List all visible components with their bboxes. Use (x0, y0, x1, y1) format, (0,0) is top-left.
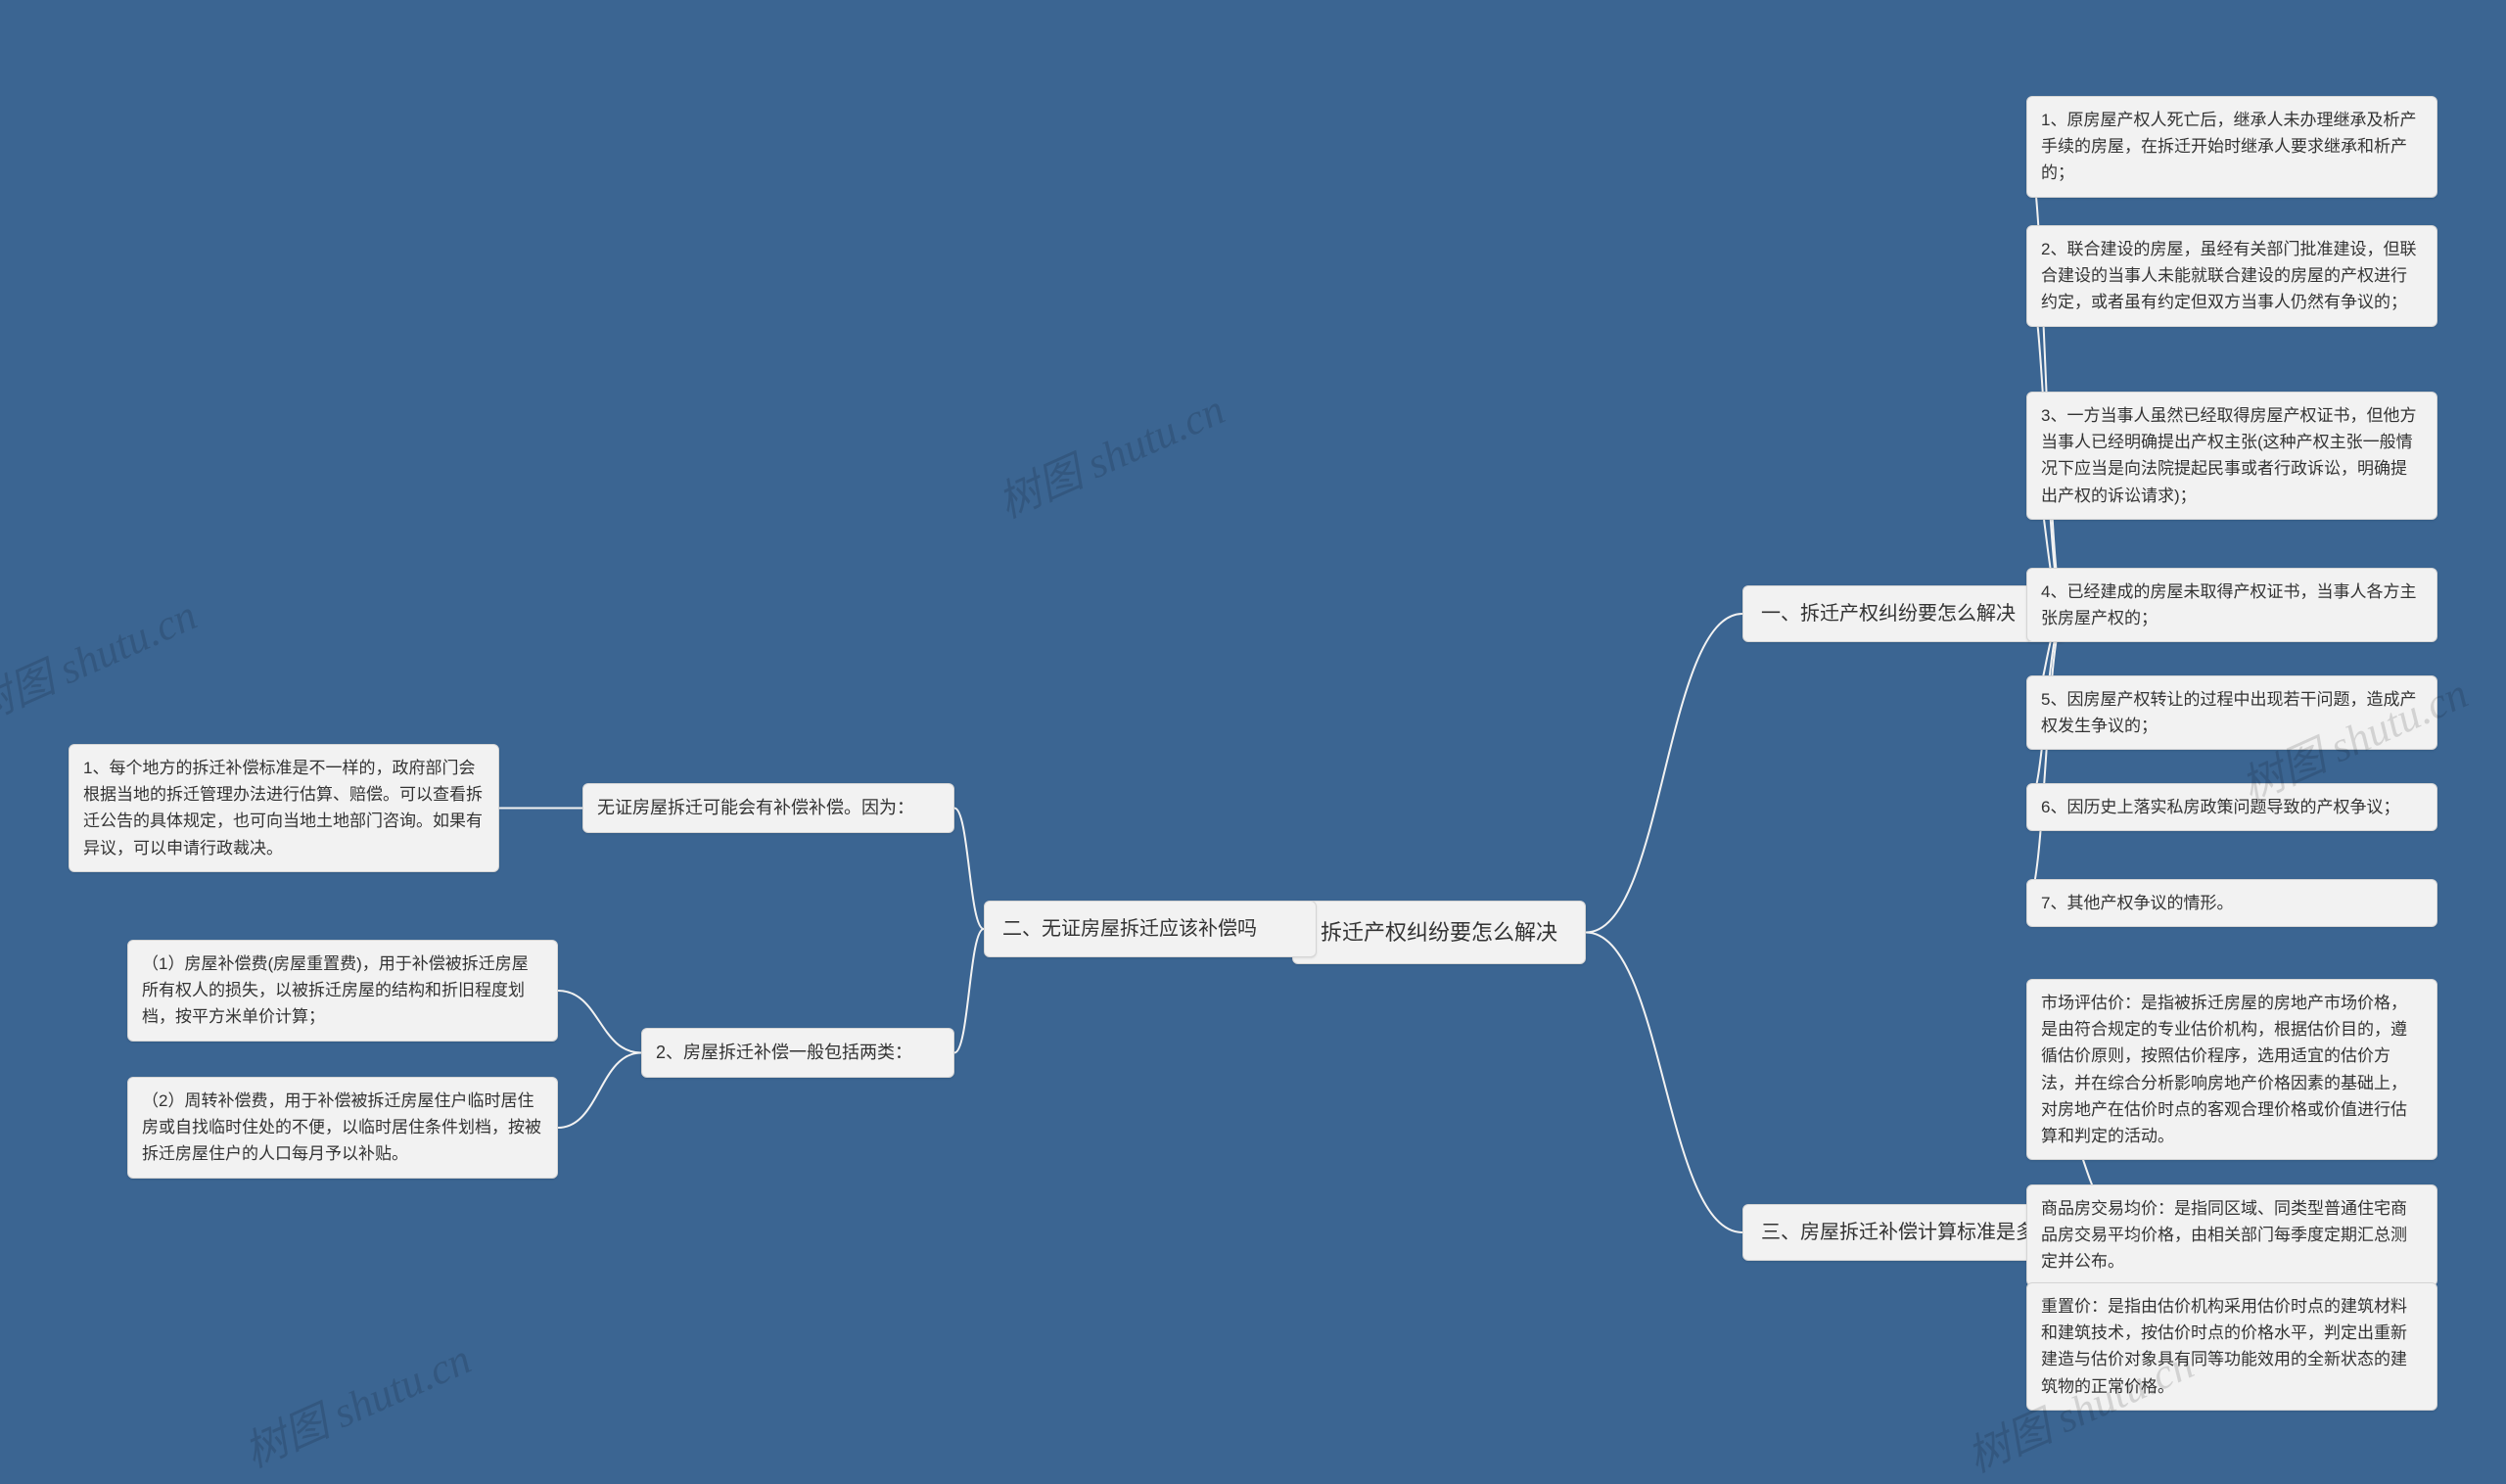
branch1-leaf-1: 1、原房屋产权人死亡后，继承人未办理继承及析产手续的房屋，在拆迁开始时继承人要求… (2026, 96, 2437, 198)
mindmap-canvas: 拆迁产权纠纷要怎么解决 一、拆迁产权纠纷要怎么解决 1、原房屋产权人死亡后，继承人未… (0, 0, 2506, 1411)
branch-left-sub2-leaf-1: （1）房屋补偿费(房屋重置费)，用于补偿被拆迁房屋所有权人的损失，以被拆迁房屋的… (127, 940, 558, 1042)
watermark-1: 树图 shutu.cn (987, 375, 1233, 531)
watermark-4: 树图 shutu.cn (233, 1324, 480, 1480)
branch1-leaf-4: 4、已经建成的房屋未取得产权证书，当事人各方主张房屋产权的； (2026, 568, 2437, 642)
branch1-leaf-2: 2、联合建设的房屋，虽经有关部门批准建设，但联合建设的当事人未能就联合建设的房屋… (2026, 225, 2437, 327)
branch-left-sub1-leaf: 1、每个地方的拆迁补偿标准是不一样的，政府部门会根据当地的拆迁管理办法进行估算、… (69, 744, 499, 872)
branch-left-sub2-leaf-2: （2）周转补偿费，用于补偿被拆迁房屋住户临时居住房或自找临时住处的不便，以临时居… (127, 1077, 558, 1179)
branch-left-sub2: 2、房屋拆迁补偿一般包括两类： (641, 1028, 954, 1078)
branch-left-sub1: 无证房屋拆迁可能会有补偿补偿。因为： (582, 783, 954, 833)
branch1-leaf-3: 3、一方当事人虽然已经取得房屋产权证书，但他方当事人已经明确提出产权主张(这种产… (2026, 392, 2437, 520)
root-node: 拆迁产权纠纷要怎么解决 (1292, 901, 1586, 964)
branch1-leaf-6: 6、因历史上落实私房政策问题导致的产权争议； (2026, 783, 2437, 831)
branch2-leaf-2: 商品房交易均价：是指同区域、同类型普通住宅商品房交易平均价格，由相关部门每季度定… (2026, 1184, 2437, 1286)
branch1-leaf-7: 7、其他产权争议的情形。 (2026, 879, 2437, 927)
branch1-leaf-5: 5、因房屋产权转让的过程中出现若干问题，造成产权发生争议的； (2026, 675, 2437, 750)
branch-right-1: 一、拆迁产权纠纷要怎么解决 (1742, 585, 2065, 642)
branch2-leaf-3: 重置价：是指由估价机构采用估价时点的建筑材料和建筑技术，按估价时点的价格水平，判… (2026, 1282, 2437, 1411)
branch-left: 二、无证房屋拆迁应该补偿吗 (984, 901, 1317, 957)
branch2-leaf-1: 市场评估价：是指被拆迁房屋的房地产市场价格，是由符合规定的专业估价机构，根据估价… (2026, 979, 2437, 1160)
watermark-5: 树图 shutu.cn (0, 580, 205, 736)
